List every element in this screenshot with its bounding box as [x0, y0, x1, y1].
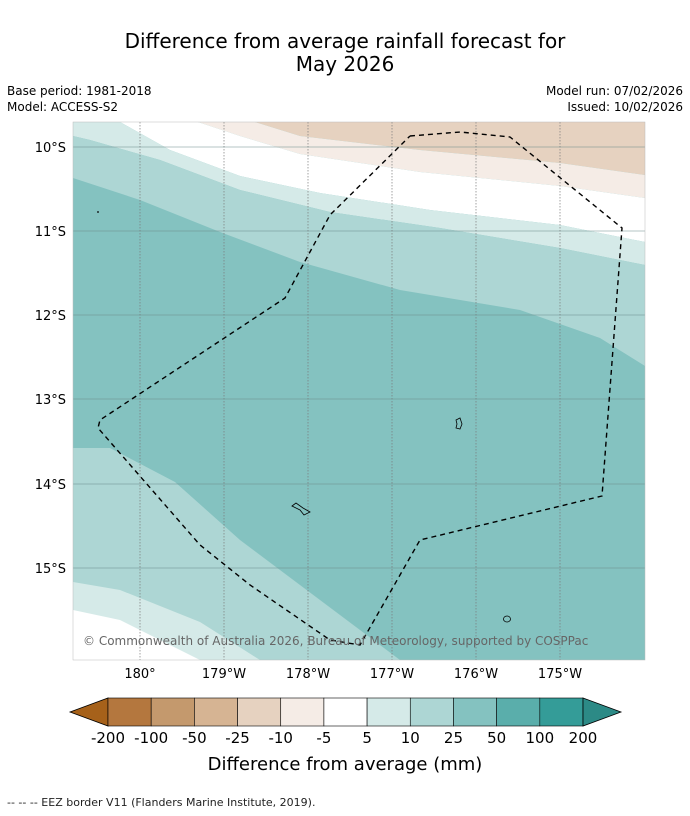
island-nukunonu — [291, 502, 311, 516]
colorbar-segment — [366, 697, 411, 727]
longitude-labels: 180° 179°W 178°W 177°W 176°W 175°W — [124, 667, 582, 682]
latitude-gridlines — [73, 146, 645, 569]
meta-left: Base period: 1981-2018 Model: ACCESS-S2 — [7, 83, 152, 115]
colorbar-segment — [194, 697, 238, 727]
eez-border — [97, 131, 623, 646]
colorbar-segment — [107, 697, 152, 727]
lat-label: 10°S — [35, 141, 66, 156]
colorbar-arrow-right — [582, 697, 623, 727]
latitude-labels: 10°S 11°S 12°S 13°S 14°S 15°S — [35, 141, 66, 577]
title-line-2: May 2026 — [295, 52, 395, 76]
colorbar-segment — [453, 697, 497, 727]
colorbar-segment — [409, 697, 454, 727]
colorbar-tick-label: -10 — [268, 729, 293, 747]
colorbar-segment — [237, 697, 282, 727]
colorbar-segment — [539, 697, 584, 727]
island-dot — [97, 211, 99, 213]
band-brown-25 — [255, 122, 645, 175]
colorbar-tick-label: -5 — [316, 729, 331, 747]
lat-label: 12°S — [35, 309, 66, 324]
lat-label: 15°S — [35, 562, 66, 577]
island-swains — [455, 417, 463, 430]
colorbar-tick-label: 50 — [487, 729, 506, 747]
model-run: Model run: 07/02/2026 — [545, 84, 683, 98]
lat-label: 13°S — [35, 393, 66, 408]
band-white-bottom — [73, 610, 200, 660]
colorbar-segment — [150, 697, 195, 727]
colorbar-tick-labels: -200 -100 -50 -25 -10 -5 5 10 25 50 100 200 — [91, 729, 597, 747]
map-area: © Commonwealth of Australia 2026, Bureau… — [73, 122, 645, 660]
band-white — [120, 122, 645, 242]
lon-label: 176°W — [454, 667, 498, 682]
colorbar-tick-label: 10 — [401, 729, 420, 747]
lat-label: 14°S — [35, 478, 66, 493]
chart-title: Difference from average rainfall forecas… — [0, 30, 690, 76]
map-frame — [72, 121, 646, 661]
colorbar-tick-label: -25 — [225, 729, 250, 747]
meta-right: Model run: 07/02/2026 Issued: 10/02/2026 — [546, 83, 683, 115]
colorbar-arrow-left — [68, 697, 109, 727]
colorbar-tick-label: 200 — [569, 729, 598, 747]
band-mid-teal-top — [73, 136, 645, 366]
colorbar-label: Difference from average (mm) — [208, 754, 483, 775]
colorbar-tick-label: 100 — [525, 729, 554, 747]
colorbar-segment — [496, 697, 541, 727]
longitude-gridlines — [139, 122, 561, 660]
copyright-text: © Commonwealth of Australia 2026, Bureau… — [83, 634, 588, 648]
lon-label: 179°W — [202, 667, 246, 682]
band-brown-10 — [198, 122, 645, 198]
lon-label: 175°W — [538, 667, 582, 682]
colorbar-segment — [323, 697, 368, 727]
issued-date: Issued: 10/02/2026 — [567, 100, 683, 114]
model-name: Model: ACCESS-S2 — [7, 100, 119, 114]
band-light-teal — [73, 122, 645, 265]
lon-label: 180° — [124, 667, 155, 682]
colorbar-tick-label: -100 — [134, 729, 168, 747]
island-fakaofo — [503, 615, 511, 623]
colorbar-segment — [280, 697, 325, 727]
lon-label: 177°W — [370, 667, 414, 682]
eez-footer-note: -- -- -- EEZ border V11 (Flanders Marine… — [7, 796, 316, 809]
lon-label: 178°W — [286, 667, 330, 682]
colorbar — [68, 697, 623, 727]
lat-label: 11°S — [35, 225, 66, 240]
colorbar-tick-label: 25 — [444, 729, 463, 747]
base-period: Base period: 1981-2018 — [7, 84, 152, 98]
colorbar-tick-label: 5 — [362, 729, 372, 747]
colorbar-tick-label: -200 — [91, 729, 125, 747]
colorbar-tick-label: -50 — [182, 729, 207, 747]
title-line-1: Difference from average rainfall forecas… — [124, 29, 566, 53]
